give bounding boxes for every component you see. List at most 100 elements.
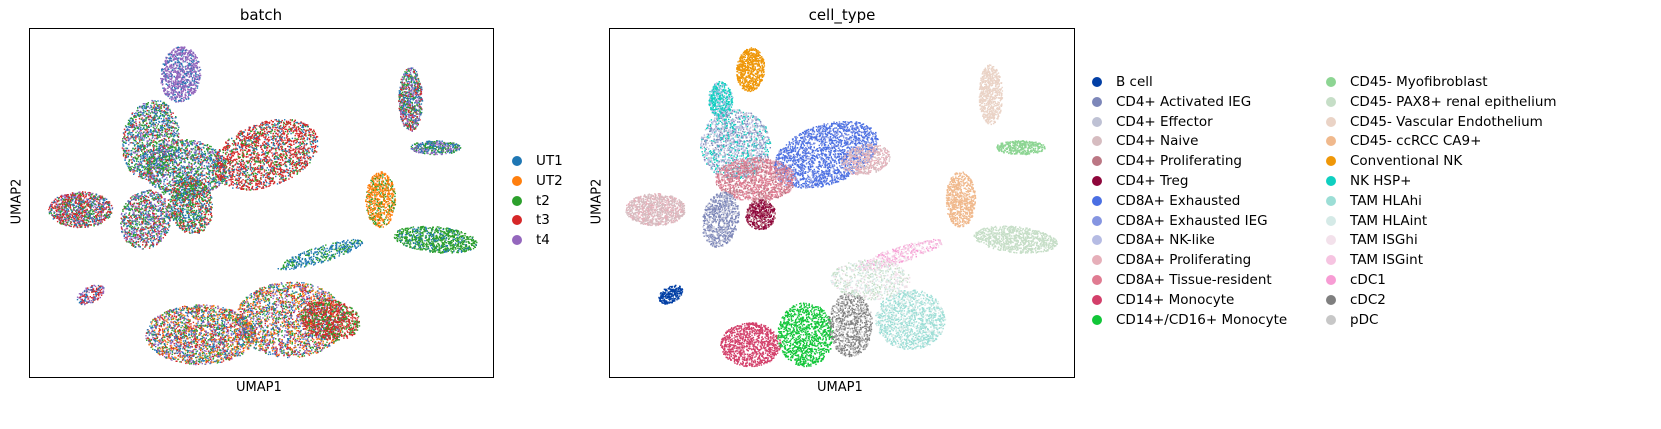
scatter-point [177, 81, 179, 83]
scatter-point [194, 81, 197, 83]
scatter-point [218, 157, 220, 159]
scatter-point [220, 157, 223, 160]
scatter-point [134, 125, 136, 127]
scatter-point [137, 142, 140, 145]
scatter-point [209, 185, 211, 187]
scatter-point [148, 157, 150, 159]
scatter-point [269, 151, 271, 153]
scatter-point [173, 55, 175, 57]
scatter-point [122, 140, 124, 142]
scatter-point [213, 158, 215, 161]
scatter-point [190, 166, 193, 168]
scatter-point [127, 123, 129, 125]
scatter-point [151, 174, 154, 177]
scatter-point [166, 129, 168, 131]
scatter-point [173, 122, 175, 125]
scatter-point [150, 166, 152, 169]
scatter-point [127, 134, 129, 136]
scatter-point [126, 128, 129, 130]
scatter-point [137, 107, 139, 109]
scatter-point [193, 76, 195, 78]
scatter-point [298, 134, 300, 137]
scatter-point [165, 157, 167, 159]
scatter-point [255, 142, 258, 144]
scatter-point [184, 168, 186, 170]
scatter-point [188, 58, 190, 60]
scatter-point [160, 143, 162, 145]
scatter-point [155, 103, 158, 105]
scatter-point [127, 153, 129, 156]
scatter-point [166, 131, 168, 133]
scatter-point [142, 114, 144, 117]
scatter-point [175, 127, 178, 129]
scatter-point [145, 162, 148, 164]
scatter-point [137, 166, 139, 168]
scatter-point [249, 183, 252, 186]
scatter-point [158, 164, 161, 167]
scatter-point [226, 180, 228, 182]
scatter-point [172, 54, 174, 57]
scatter-point [143, 127, 145, 130]
scatter-point [236, 148, 238, 151]
scatter-point [303, 161, 306, 164]
scatter-point [257, 170, 260, 173]
scatter-point [181, 67, 183, 69]
scatter-point [133, 121, 135, 124]
scatter-point [188, 161, 190, 163]
scatter-point [126, 163, 128, 166]
scatter-point [225, 148, 227, 150]
scatter-point [192, 158, 194, 161]
scatter-point [148, 111, 150, 113]
scatter-point [294, 137, 296, 140]
scatter-point [161, 68, 163, 71]
scatter-point [150, 158, 152, 160]
scatter-point [269, 158, 271, 160]
scatter-point [206, 165, 208, 167]
scatter-point [221, 182, 224, 184]
scatter-point [198, 167, 200, 169]
scatter-point [199, 72, 201, 75]
scatter-point [152, 162, 154, 164]
scatter-point [237, 154, 239, 156]
scatter-point [144, 107, 146, 110]
scatter-point [128, 161, 130, 163]
scatter-point [188, 154, 190, 156]
scatter-point [163, 125, 166, 127]
scatter-point [148, 126, 151, 128]
scatter-point [129, 119, 131, 122]
scatter-point [138, 123, 140, 126]
scatter-point [213, 153, 216, 156]
scatter-point [150, 176, 152, 178]
scatter-point [182, 76, 184, 78]
scatter-point [163, 175, 165, 177]
scatter-point [276, 120, 278, 122]
scatter-point [276, 152, 278, 154]
scatter-point [163, 135, 166, 137]
scatter-point [142, 103, 145, 105]
scatter-point [143, 110, 145, 112]
scatter-point [177, 169, 179, 171]
scatter-point [130, 134, 132, 136]
scatter-point [244, 173, 247, 175]
scatter-point [175, 188, 178, 190]
scatter-point [155, 109, 157, 111]
scatter-point [250, 130, 252, 133]
scatter-point [312, 152, 315, 154]
scatter-point [177, 72, 180, 75]
scatter-point [199, 183, 201, 186]
scatter-point [182, 49, 184, 51]
scatter-point [153, 127, 155, 130]
scatter-point [187, 52, 189, 55]
scatter-point [152, 166, 154, 168]
scatter-point [166, 174, 169, 176]
scatter-point [145, 125, 147, 127]
scatter-point [203, 158, 206, 160]
scatter-point [208, 183, 210, 185]
scatter-point [133, 170, 136, 172]
scatter-point [177, 168, 180, 170]
scatter-point [259, 131, 262, 133]
scatter-point [152, 182, 155, 184]
scatter-point [226, 155, 228, 158]
scatter-point [193, 173, 196, 176]
scatter-point [198, 180, 200, 183]
